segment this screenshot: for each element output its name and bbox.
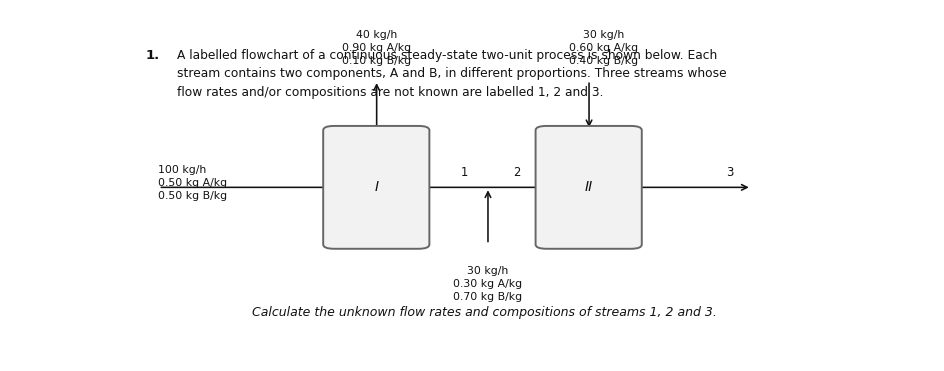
FancyBboxPatch shape bbox=[535, 126, 641, 249]
Text: I: I bbox=[374, 180, 378, 194]
Text: 3: 3 bbox=[725, 166, 733, 179]
Text: 1.: 1. bbox=[145, 49, 160, 62]
FancyBboxPatch shape bbox=[323, 126, 429, 249]
Text: Calculate the unknown flow rates and compositions of streams 1, 2 and 3.: Calculate the unknown flow rates and com… bbox=[252, 306, 716, 319]
Text: 30 kg/h
0.60 kg A/kg
0.40 kg B/kg: 30 kg/h 0.60 kg A/kg 0.40 kg B/kg bbox=[568, 30, 637, 66]
Text: 1: 1 bbox=[461, 166, 467, 179]
Text: 30 kg/h
0.30 kg A/kg
0.70 kg B/kg: 30 kg/h 0.30 kg A/kg 0.70 kg B/kg bbox=[453, 266, 522, 302]
Text: A labelled flowchart of a continuous steady-state two-unit process is shown belo: A labelled flowchart of a continuous ste… bbox=[177, 49, 726, 99]
Text: II: II bbox=[584, 180, 592, 194]
Text: 40 kg/h
0.90 kg A/kg
0.10 kg B/kg: 40 kg/h 0.90 kg A/kg 0.10 kg B/kg bbox=[342, 30, 411, 66]
Text: 100 kg/h
0.50 kg A/kg
0.50 kg B/kg: 100 kg/h 0.50 kg A/kg 0.50 kg B/kg bbox=[159, 165, 228, 201]
Text: 2: 2 bbox=[513, 166, 520, 179]
